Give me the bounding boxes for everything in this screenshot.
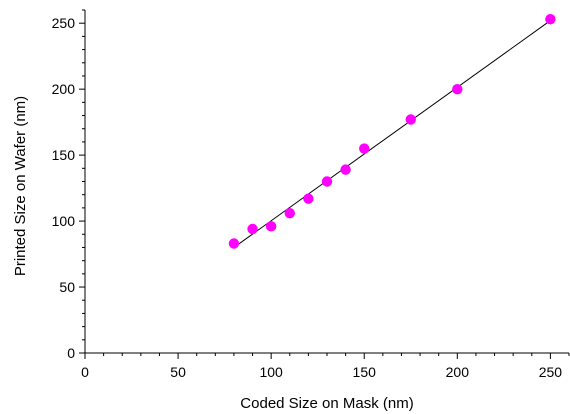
data-point xyxy=(247,223,258,235)
y-axis-label: Printed Size on Wafer (nm) xyxy=(12,96,29,276)
data-point xyxy=(303,193,314,204)
x-tick-label: 0 xyxy=(81,364,89,380)
x-tick-label: 100 xyxy=(259,364,283,380)
data-point xyxy=(452,83,463,95)
data-points xyxy=(228,14,556,249)
y-tick-label: 250 xyxy=(52,15,76,31)
x-tick-label: 150 xyxy=(353,364,377,380)
data-point xyxy=(359,143,370,154)
data-point xyxy=(321,176,333,187)
data-point xyxy=(228,238,240,249)
y-tick-label: 100 xyxy=(52,213,76,229)
fit-line-group xyxy=(233,20,551,248)
x-axis-label: Coded Size on Mask (nm) xyxy=(240,395,413,412)
data-point xyxy=(265,221,277,232)
data-point xyxy=(340,164,351,175)
x-tick-label: 200 xyxy=(446,364,470,380)
y-tick-label: 0 xyxy=(67,345,75,361)
data-point xyxy=(405,114,416,125)
y-tick-label: 50 xyxy=(59,279,75,295)
data-point xyxy=(284,207,295,219)
fit-line xyxy=(233,20,551,248)
y-tick-label: 150 xyxy=(52,147,76,163)
x-tick-label: 50 xyxy=(170,364,186,380)
y-tick-label: 200 xyxy=(52,81,76,97)
data-point xyxy=(545,14,556,25)
ticks: 0 50 100 150 200 250 0 50 100 150 200 250 xyxy=(52,9,570,380)
x-tick-label: 250 xyxy=(539,364,563,380)
